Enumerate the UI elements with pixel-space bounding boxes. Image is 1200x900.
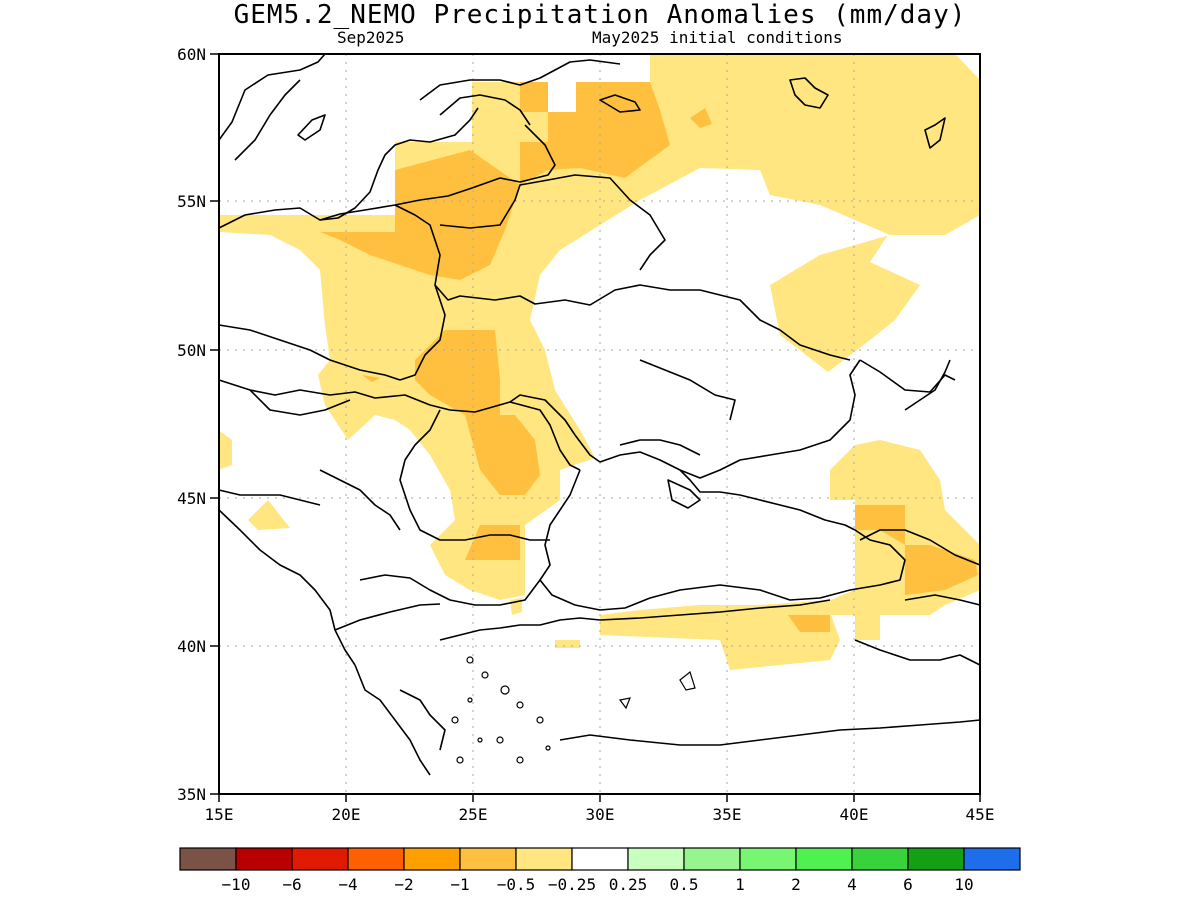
initial-conditions-label: May2025 initial conditions [592, 28, 843, 47]
colorbar-swatch [907, 847, 965, 871]
lat-lon-gridlines [219, 54, 980, 794]
colorbar-label: 4 [847, 875, 857, 894]
colorbar-label: 1 [735, 875, 745, 894]
colorbar-label: −4 [338, 875, 357, 894]
colorbar-swatch [627, 847, 685, 871]
lon-label: 25E [459, 805, 488, 824]
axis-ticks [210, 53, 981, 802]
colorbar-swatch [739, 847, 797, 871]
map-title: GEM5.2_NEMO Precipitation Anomalies (mm/… [233, 0, 967, 30]
lon-label: 35E [713, 805, 742, 824]
colorbar-swatch [963, 847, 1021, 871]
lat-label: 50N [177, 341, 206, 360]
colorbar-label: 10 [954, 875, 973, 894]
lon-label: 30E [586, 805, 615, 824]
colorbar-label: 0.25 [609, 875, 648, 894]
coastlines-and-borders [218, 53, 981, 776]
longitude-labels: 15E 20E 25E 30E 35E 40E 45E [205, 805, 995, 824]
lon-label: 20E [332, 805, 361, 824]
colorbar-swatch [403, 847, 461, 871]
colorbar-label: 0.5 [670, 875, 699, 894]
colorbar-swatch [795, 847, 853, 871]
lat-label: 45N [177, 489, 206, 508]
colorbar-label: 6 [903, 875, 913, 894]
colorbar-label: 2 [791, 875, 801, 894]
colorbar-swatch [571, 847, 629, 871]
lon-label: 15E [205, 805, 234, 824]
anomaly-shading [218, 54, 980, 670]
colorbar-legend: −10 −6 −4 −2 −1 −0.5 −0.25 0.25 0.5 1 2 4 6 10 [179, 847, 1021, 894]
lon-label: 40E [840, 805, 869, 824]
lat-label: 35N [177, 785, 206, 804]
lat-label: 40N [177, 637, 206, 656]
colorbar-label: −6 [282, 875, 301, 894]
colorbar-swatch [459, 847, 517, 871]
colorbar-swatch [515, 847, 573, 871]
colorbar-label: −2 [394, 875, 413, 894]
lon-label: 45E [966, 805, 995, 824]
lat-label: 55N [177, 192, 206, 211]
colorbar-swatch [179, 847, 237, 871]
colorbar-label: −0.5 [497, 875, 536, 894]
colorbar-swatch [235, 847, 293, 871]
colorbar-swatch [683, 847, 741, 871]
aegean-islands [451, 656, 696, 764]
colorbar-swatch [291, 847, 349, 871]
lat-label: 60N [177, 45, 206, 64]
colorbar-label: −0.25 [548, 875, 596, 894]
colorbar-label: −10 [222, 875, 251, 894]
valid-month-label: Sep2025 [337, 28, 405, 47]
colorbar-label: −1 [450, 875, 469, 894]
colorbar-swatch [851, 847, 909, 871]
colorbar-swatch [347, 847, 405, 871]
latitude-labels: 60N 55N 50N 45N 40N 35N [177, 45, 206, 804]
